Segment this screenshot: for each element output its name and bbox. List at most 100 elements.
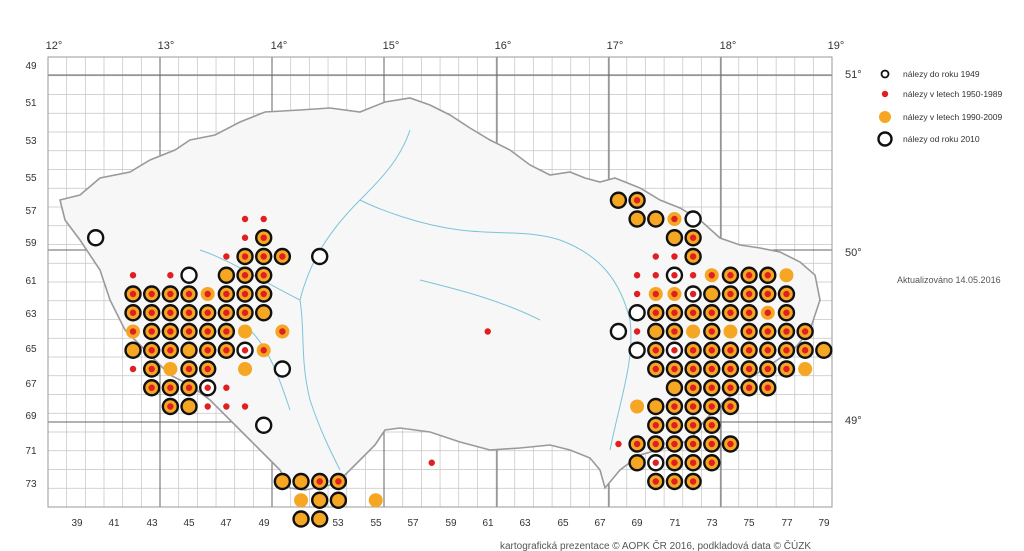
occurrence-point bbox=[703, 341, 721, 359]
occurrence-point bbox=[740, 285, 758, 303]
occurrence-point bbox=[86, 229, 105, 247]
x-tick-label: 41 bbox=[108, 518, 120, 529]
y-tick-label: 53 bbox=[25, 136, 37, 147]
occurrence-point bbox=[665, 341, 684, 359]
longitude-label: 19° bbox=[828, 40, 845, 52]
occurrence-point bbox=[759, 322, 777, 341]
y-tick-label: 59 bbox=[25, 238, 37, 249]
occurrence-point bbox=[126, 324, 141, 339]
occurrence-point bbox=[759, 360, 777, 378]
occurrence-point bbox=[684, 472, 702, 491]
occurrence-point bbox=[628, 210, 646, 228]
legend-label: nálezy od roku 2010 bbox=[903, 134, 980, 144]
occurrence-point bbox=[294, 493, 309, 508]
longitude-label: 16° bbox=[495, 40, 512, 52]
x-tick-label: 59 bbox=[445, 518, 457, 529]
occurrence-point bbox=[161, 304, 180, 322]
occurrence-point bbox=[609, 191, 628, 209]
occurrence-point bbox=[217, 304, 236, 322]
occurrence-point bbox=[273, 472, 292, 491]
map-frame bbox=[47, 56, 833, 508]
occurrence-point bbox=[759, 266, 777, 284]
updated-date: Aktualizováno 14.05.2016 bbox=[897, 275, 1001, 285]
x-tick-label: 63 bbox=[519, 518, 531, 529]
occurrence-point bbox=[703, 322, 721, 341]
occurrence-point bbox=[329, 491, 348, 509]
occurrence-point bbox=[652, 253, 659, 260]
x-tick-label: 43 bbox=[146, 518, 158, 529]
x-tick-label: 49 bbox=[258, 518, 270, 529]
occurrence-point bbox=[703, 397, 721, 416]
x-tick-label: 45 bbox=[183, 518, 195, 529]
occurrence-point bbox=[740, 379, 758, 397]
occurrence-point bbox=[161, 341, 180, 359]
x-tick-label: 67 bbox=[594, 518, 606, 529]
occurrence-point bbox=[615, 440, 622, 448]
occurrence-point bbox=[292, 472, 310, 491]
occurrence-point bbox=[665, 416, 684, 434]
longitude-label: 18° bbox=[720, 40, 737, 52]
occurrence-point bbox=[798, 362, 813, 376]
occurrence-point bbox=[684, 379, 702, 397]
legend-label: nálezy v letech 1950-1989 bbox=[903, 89, 1003, 99]
y-tick-label: 61 bbox=[25, 276, 37, 287]
occurrence-point bbox=[292, 510, 310, 528]
x-tick-label: 47 bbox=[220, 518, 232, 529]
occurrence-point bbox=[647, 210, 665, 228]
occurrence-point bbox=[721, 304, 740, 322]
occurrence-point bbox=[652, 272, 659, 279]
occurrence-point bbox=[684, 210, 702, 228]
longitude-label: 15° bbox=[383, 40, 400, 52]
occurrence-point bbox=[236, 285, 254, 303]
occurrence-point bbox=[161, 397, 180, 416]
occurrence-point bbox=[255, 266, 273, 284]
occurrence-point bbox=[686, 324, 701, 339]
occurrence-point bbox=[779, 268, 794, 283]
occurrence-point bbox=[256, 343, 271, 358]
occurrence-point bbox=[633, 290, 641, 298]
occurrence-point bbox=[665, 397, 684, 416]
occurrence-point bbox=[628, 304, 646, 322]
occurrence-point bbox=[198, 304, 217, 322]
occurrence-point bbox=[648, 287, 663, 301]
occurrence-point bbox=[163, 362, 178, 376]
ring-small-icon bbox=[880, 69, 890, 79]
occurrence-point bbox=[684, 454, 702, 472]
occurrence-point bbox=[161, 322, 180, 341]
occurrence-point bbox=[684, 341, 702, 359]
occurrence-point bbox=[665, 379, 684, 397]
occurrence-point bbox=[260, 215, 267, 223]
occurrence-point bbox=[142, 379, 161, 397]
occurrence-point bbox=[665, 304, 684, 322]
occurrence-point bbox=[777, 322, 796, 341]
occurrence-point bbox=[647, 435, 665, 453]
occurrence-point bbox=[241, 403, 249, 410]
occurrence-point bbox=[704, 268, 719, 283]
occurrence-point bbox=[628, 454, 646, 472]
occurrence-point bbox=[161, 379, 180, 397]
y-tick-label: 71 bbox=[25, 446, 37, 457]
occurrence-point bbox=[647, 341, 665, 359]
occurrence-point bbox=[217, 285, 236, 303]
occurrence-point bbox=[684, 435, 702, 453]
ring-large-icon bbox=[877, 131, 893, 147]
occurrence-point bbox=[647, 322, 665, 341]
occurrence-point bbox=[703, 285, 721, 303]
occurrence-point bbox=[238, 324, 253, 339]
occurrence-point bbox=[217, 322, 236, 341]
occurrence-point bbox=[647, 304, 665, 322]
y-tick-label: 57 bbox=[25, 206, 37, 217]
occurrence-point bbox=[633, 328, 641, 335]
occurrence-point bbox=[238, 362, 253, 376]
legend-item: nálezy od roku 2010 bbox=[877, 131, 980, 147]
occurrence-point bbox=[124, 341, 142, 359]
longitude-label: 17° bbox=[607, 40, 624, 52]
occurrence-point bbox=[665, 322, 684, 341]
occurrence-point bbox=[217, 341, 236, 359]
occurrence-point bbox=[647, 397, 665, 416]
occurrence-point bbox=[665, 435, 684, 453]
occurrence-point bbox=[777, 341, 796, 359]
occurrence-point bbox=[241, 215, 249, 223]
y-tick-label: 51 bbox=[25, 98, 37, 109]
x-tick-label: 75 bbox=[743, 518, 755, 529]
